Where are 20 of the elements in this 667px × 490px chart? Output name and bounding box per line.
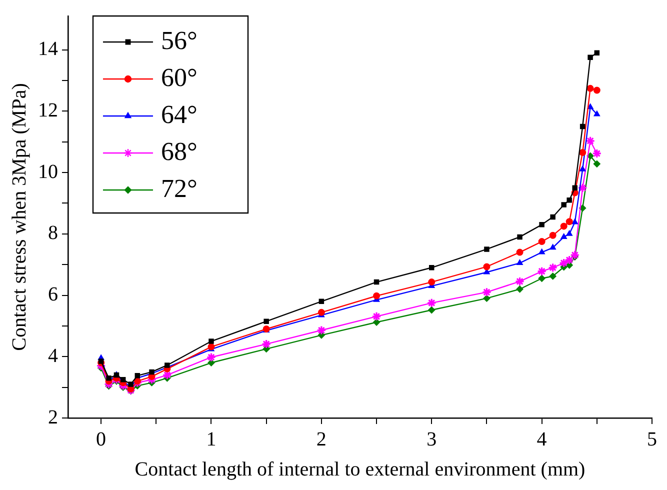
x-tick-label: 5 [647,428,657,450]
legend-label: 60° [161,62,198,92]
y-tick-label: 8 [48,222,58,244]
x-tick-label: 4 [536,428,547,450]
x-axis-title: Contact length of internal to external environment (mm) [134,458,586,480]
legend-label: 56° [161,26,198,55]
x-tick-label: 1 [206,428,216,450]
y-tick-label: 2 [48,406,58,428]
y-tick-label: 10 [38,160,58,183]
y-tick-label: 14 [38,38,58,60]
y-tick-label: 12 [38,99,58,122]
legend-label: 72° [161,174,198,203]
legend-label: 64° [161,100,198,129]
x-tick-label: 0 [96,428,106,450]
x-tick-label: 3 [426,428,437,450]
x-tick-label: 2 [316,428,326,450]
y-tick-label: 4 [48,344,58,367]
y-axis-title: Contact stress when 3Mpa (MPa) [8,83,30,351]
y-tick-label: 6 [48,284,58,306]
legend-label: 68° [161,136,198,166]
